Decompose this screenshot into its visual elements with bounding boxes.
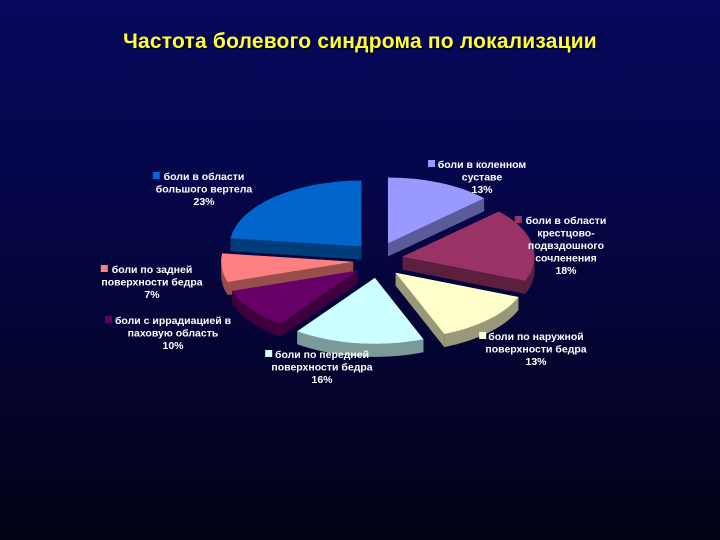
slice-wall-6 [230, 238, 362, 260]
slice-side-4 [232, 290, 281, 337]
slice-top-6 [230, 180, 362, 247]
data-label-line: 23% [193, 196, 215, 208]
slice-top-2 [395, 272, 519, 335]
slice-top-0 [387, 177, 485, 244]
slice-side-2 [444, 297, 519, 348]
slice-top-3 [297, 277, 424, 344]
data-label-line: боли с иррадиацией в [115, 315, 232, 327]
slice-side-5 [221, 261, 228, 296]
pie-slice-3 [297, 277, 424, 357]
slice-wall-4 [280, 270, 358, 337]
pie-slice-0 [387, 177, 485, 257]
chart-title: Частота болевого синдрома по локализации [123, 30, 597, 53]
data-label-1: боли в областикрестцово-подвздошногосочл… [514, 215, 607, 277]
data-label-line: 13% [471, 184, 493, 196]
data-label-line: боли по передней [275, 349, 369, 361]
data-label-line: боли в области [526, 215, 607, 227]
data-label-line: боли по наружной [488, 331, 583, 343]
legend-swatch [479, 332, 487, 339]
data-label-line: 10% [162, 340, 184, 352]
data-label-line: поверхности бедра [101, 277, 202, 289]
slice-side-3 [297, 331, 424, 357]
legend-swatch [152, 172, 160, 179]
slice-wall-2 [395, 272, 445, 348]
data-label-line: большого вертела [156, 184, 253, 196]
legend-swatch [100, 265, 108, 272]
slice-top-5 [221, 253, 354, 283]
pie-slice-6 [230, 180, 362, 260]
pie-slice-2 [395, 272, 519, 348]
slice-wall-1 [402, 256, 526, 294]
legend-swatch [105, 316, 112, 323]
data-label-line: боли в коленном [438, 159, 527, 171]
legend-swatch [514, 216, 522, 223]
slice-wall-0 [387, 198, 485, 257]
data-label-line: сочленения [535, 253, 597, 265]
slice-side-1 [525, 256, 535, 294]
slice-top-1 [402, 211, 535, 281]
data-label-line: поверхности бедра [485, 344, 586, 356]
legend-swatch [265, 350, 273, 357]
legend-swatch [428, 160, 435, 167]
data-label-line: суставе [462, 172, 503, 184]
data-label-line: подвздошного [528, 240, 604, 252]
data-label-line: 16% [311, 374, 333, 386]
data-label-line: 18% [555, 265, 577, 277]
pie-slice-4 [232, 270, 358, 337]
data-label-line: 13% [525, 356, 547, 368]
pie-slice-1 [402, 211, 535, 294]
slice-top-4 [232, 270, 358, 324]
data-label-line: боли в области [164, 171, 245, 183]
data-label-line: поверхности бедра [271, 362, 372, 374]
data-label-line: 7% [144, 289, 160, 301]
data-label-line: паховую область [128, 328, 219, 340]
data-label-line: боли по задней [112, 264, 193, 276]
data-label-line: крестцово- [537, 228, 595, 240]
